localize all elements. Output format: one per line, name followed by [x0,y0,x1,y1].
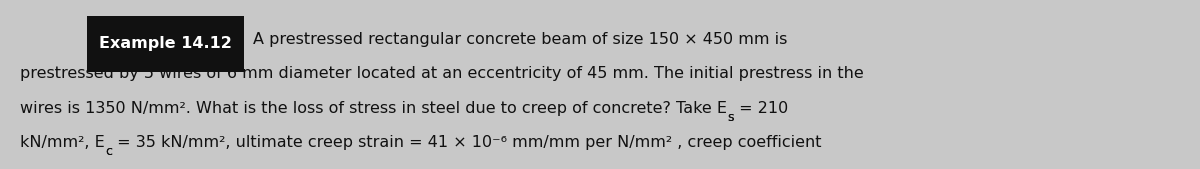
Text: A prestressed rectangular concrete beam of size 150 × 450 mm is: A prestressed rectangular concrete beam … [253,32,787,47]
Text: s: s [727,111,733,124]
Text: c: c [106,145,112,158]
Text: Example 14.12: Example 14.12 [98,37,232,51]
Text: = 210: = 210 [733,101,788,116]
Bar [86,16,244,71]
Text: kN/mm², E: kN/mm², E [20,135,106,150]
Text: = 35 kN/mm², ultimate creep strain = 41 × 10⁻⁶ mm/mm per N/mm² , creep coefficie: = 35 kN/mm², ultimate creep strain = 41 … [112,135,822,150]
Text: c: c [106,145,112,158]
Text: s: s [727,111,733,124]
Text: prestressed by 5 wires of 6 mm diameter located at an eccentricity of 45 mm. The: prestressed by 5 wires of 6 mm diameter … [20,66,864,81]
Text: wires is 1350 N/mm². What is the loss of stress in steel due to creep of concret: wires is 1350 N/mm². What is the loss of… [20,101,727,116]
